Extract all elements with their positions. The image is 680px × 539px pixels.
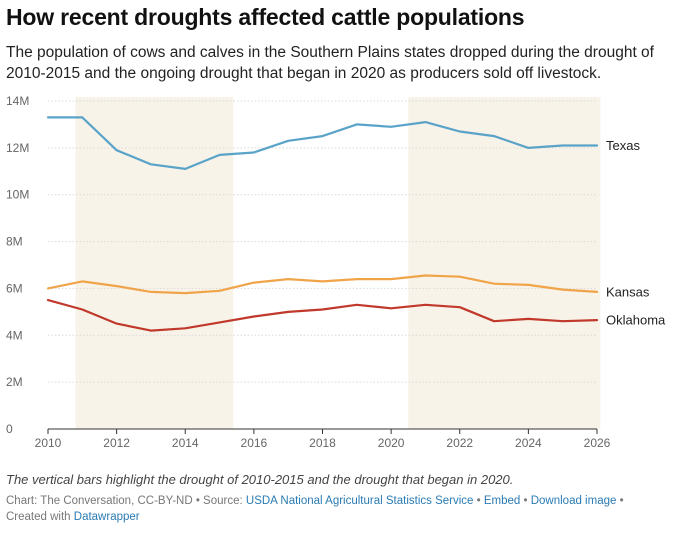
y-tick-label: 0 bbox=[6, 422, 13, 436]
x-tick-label: 2020 bbox=[378, 436, 405, 450]
series-line-texas bbox=[46, 116, 599, 170]
y-tick-label: 10M bbox=[6, 188, 29, 202]
series-line-oklahoma bbox=[46, 299, 599, 332]
x-tick-label: 2014 bbox=[172, 436, 199, 450]
chart-subtitle: The population of cows and calves in the… bbox=[6, 44, 654, 82]
series-label-kansas: Kansas bbox=[606, 284, 650, 299]
x-tick-label: 2018 bbox=[309, 436, 336, 450]
x-tick-label: 2016 bbox=[241, 436, 268, 450]
embed-link[interactable]: Embed bbox=[483, 495, 521, 507]
series-label-texas: Texas bbox=[606, 138, 640, 153]
line-chart: 0 2M 4M 6M 8M 10M 12M 14M 2010 2012 2014 2016 2018 20… bbox=[6, 94, 666, 450]
credit-separator: • Source: bbox=[192, 495, 246, 507]
x-tick-label: 2012 bbox=[103, 436, 130, 450]
source-link[interactable]: USDA National Agricultural Statistics Se… bbox=[245, 495, 474, 507]
series-line-kansas bbox=[46, 274, 599, 295]
y-tick-label: 4M bbox=[6, 328, 23, 342]
y-tick-label: 8M bbox=[6, 235, 23, 249]
x-tick-label: 2024 bbox=[515, 436, 542, 450]
x-tick-label: 2022 bbox=[446, 436, 473, 450]
credit-separator: • bbox=[473, 495, 484, 507]
y-tick-label: 14M bbox=[6, 94, 29, 108]
datawrapper-link[interactable]: Datawrapper bbox=[73, 511, 140, 523]
y-tick-label: 6M bbox=[6, 281, 23, 295]
series-label-oklahoma: Oklahoma bbox=[606, 313, 666, 328]
x-tick-label: 2010 bbox=[35, 436, 62, 450]
drought-band-1 bbox=[75, 97, 234, 429]
x-tick-label: 2026 bbox=[584, 436, 611, 450]
chart-note: The vertical bars highlight the drought … bbox=[6, 472, 514, 487]
credit-chart-by: Chart: The Conversation, CC-BY-ND bbox=[6, 495, 193, 507]
chart-credits: Chart: The Conversation, CC-BY-ND • Sour… bbox=[6, 493, 666, 525]
drought-band-2 bbox=[408, 97, 601, 429]
credit-separator: • bbox=[616, 495, 624, 507]
download-image-link[interactable]: Download image bbox=[530, 495, 617, 507]
y-tick-label: 2M bbox=[6, 375, 23, 389]
chart-title: How recent droughts affected cattle popu… bbox=[6, 4, 525, 30]
credit-created-with: Created with bbox=[6, 511, 74, 523]
credit-separator: • bbox=[520, 495, 531, 507]
y-tick-label: 12M bbox=[6, 141, 29, 155]
